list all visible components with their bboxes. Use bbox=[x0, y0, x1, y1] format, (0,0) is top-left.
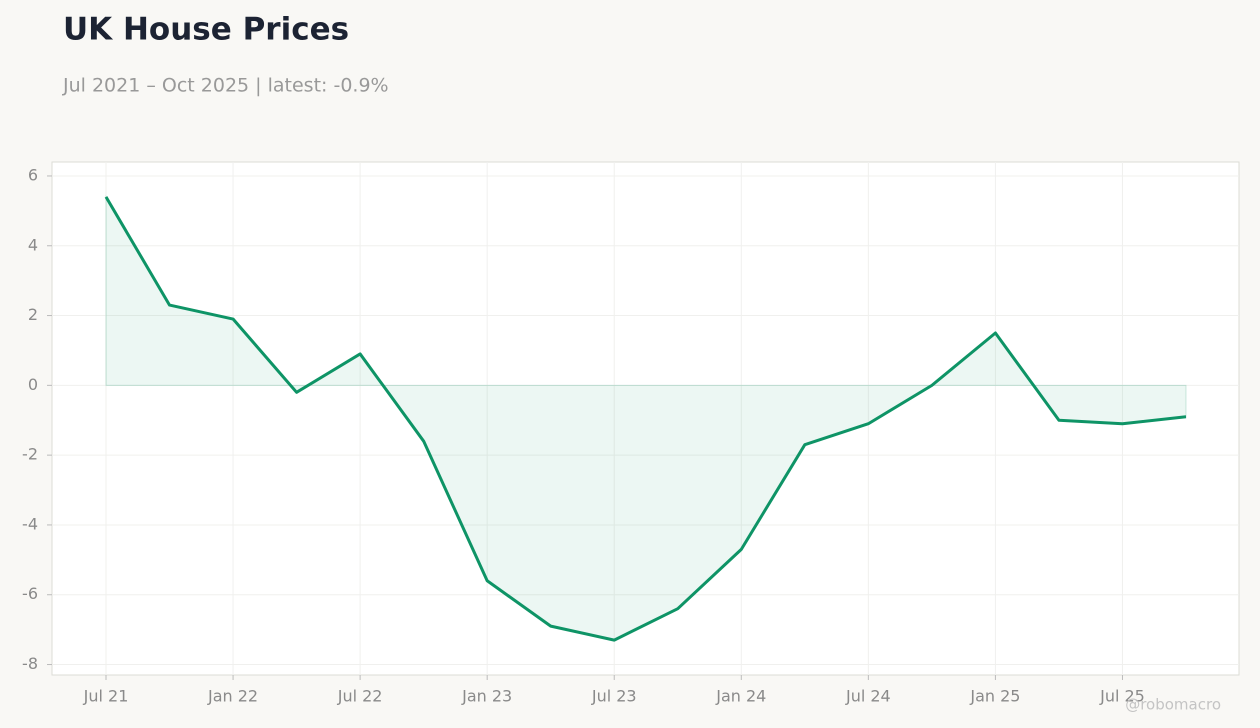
y-tick-label: 0 bbox=[28, 375, 38, 394]
x-tick-label: Jul 24 bbox=[845, 687, 891, 706]
y-tick-label: 2 bbox=[28, 305, 38, 324]
y-tick-label: -4 bbox=[22, 514, 38, 533]
x-tick-label: Jul 25 bbox=[1099, 687, 1145, 706]
x-tick-label: Jan 23 bbox=[461, 687, 512, 706]
y-tick-label: -6 bbox=[22, 584, 38, 603]
x-tick-label: Jul 23 bbox=[591, 687, 637, 706]
y-tick-label: 6 bbox=[28, 165, 38, 184]
y-tick-label: -2 bbox=[22, 445, 38, 464]
grid: -8 -6 -4 -2 0 2 4 6 Jul 21 Jan 22 Jul 22 Jan 23 Jul … bbox=[22, 162, 1239, 706]
x-tick-label: Jan 22 bbox=[207, 687, 258, 706]
x-tick-label: Jan 25 bbox=[969, 687, 1020, 706]
y-tick-label: 4 bbox=[28, 235, 38, 254]
x-tick-label: Jul 21 bbox=[83, 687, 129, 706]
chart-title: UK House Prices bbox=[63, 12, 349, 48]
watermark: @robomacro bbox=[1125, 696, 1221, 714]
plot-area bbox=[51, 161, 1240, 676]
marks bbox=[104, 195, 1187, 642]
x-tick-label: Jul 22 bbox=[337, 687, 383, 706]
chart-subtitle: Jul 2021 – Oct 2025 | latest: -0.9% bbox=[62, 75, 389, 97]
line bbox=[104, 196, 1187, 642]
x-tick-label: Jan 24 bbox=[715, 687, 766, 706]
y-tick-label: -8 bbox=[22, 654, 38, 673]
